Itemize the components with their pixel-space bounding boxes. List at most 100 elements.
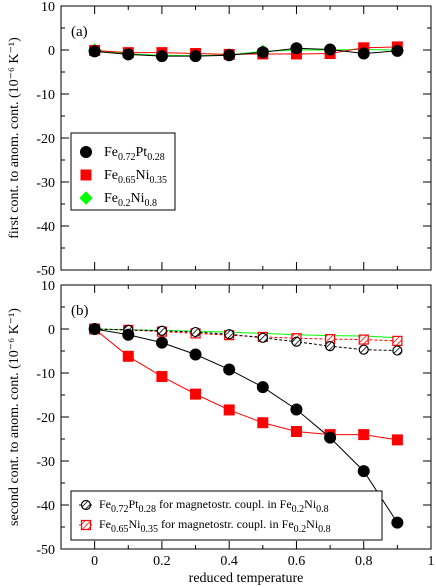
series-line-b-4 (94, 328, 398, 342)
legend-text-part: 0.35 (141, 524, 159, 535)
legend-text-part: for magnetostr. coupl. in Fe (156, 497, 292, 511)
data-point-b-3 (257, 332, 268, 343)
legend-text-part: Ni (131, 191, 145, 206)
legend-b: Fe0.72Pt0.28 for magnetostr. coupl. in F… (70, 490, 383, 541)
data-point-b-0 (324, 431, 337, 444)
x-axis-title-b: reduced temperature (189, 571, 304, 586)
legend-text-part: 0.8 (145, 198, 158, 209)
legend-marker-a-0 (80, 146, 92, 158)
legend-label-b-0: Fe0.72Pt0.28 for magnetostr. coupl. in F… (99, 497, 329, 515)
legend-text-part: for magnetostr. coupl. in Fe (158, 517, 294, 531)
data-point-a-0 (189, 50, 202, 63)
data-point-a-0 (290, 42, 303, 55)
data-point-b-0 (290, 403, 303, 416)
legend-text-part: 0.28 (139, 504, 157, 515)
data-point-a-0 (324, 43, 337, 56)
legend-text-part: 0.2 (292, 504, 305, 515)
series-line-b-3 (94, 328, 398, 352)
x-tick-label-b: 0.2 (153, 554, 171, 569)
legend-label-b-1: Fe0.65Ni0.35 for magnetostr. coupl. in F… (99, 517, 331, 535)
legend-label-a-0: Fe0.72Pt0.28 (104, 145, 165, 163)
y-axis-title-b: second cont. to anom. cont. (10⁻⁶ K⁻¹) (7, 308, 22, 526)
data-point-a-0 (88, 45, 101, 58)
legend-label-a-2: Fe0.2Ni0.8 (104, 191, 157, 209)
legend-text-part: 0.8 (318, 524, 331, 535)
legend-text-part: 0.65 (118, 175, 136, 186)
legend-marker-a-1 (80, 169, 92, 181)
data-point-b-0 (122, 328, 135, 341)
legend-text-part: 0.2 (118, 198, 131, 209)
y-tick-label-a: -20 (36, 132, 55, 147)
legend-text-part: Fe (99, 517, 111, 531)
data-point-b-3 (291, 336, 302, 347)
axes-b: 10 0 -10 -20 -30 -40 -50 0 0.2 0.4 0.6 0.8 1 (36, 279, 434, 569)
y-tick-label-b: -40 (36, 499, 55, 514)
data-point-b-4 (358, 334, 369, 345)
x-tick-label-b: 0 (91, 554, 98, 569)
data-point-b-4 (392, 335, 403, 346)
data-point-b-0 (256, 381, 269, 394)
legend-text-part: Fe (104, 145, 118, 160)
legend-text-part: Pt (136, 145, 148, 160)
data-point-b-3 (392, 345, 403, 356)
x-tick-label-b: 0.4 (220, 554, 238, 569)
panel-label-b: (b) (71, 303, 89, 319)
data-point-b-1 (257, 417, 269, 429)
data-point-a-0 (256, 46, 269, 59)
x-tick-label-b: 0.8 (355, 554, 373, 569)
data-point-b-3 (324, 341, 336, 352)
data-point-b-1 (391, 434, 403, 446)
series-b (88, 323, 404, 529)
legend-text-part: 0.8 (316, 504, 329, 515)
y-tick-label-a: 10 (41, 0, 55, 15)
y-tick-label-b: -20 (36, 411, 55, 426)
panel-b: 10 0 -10 -20 -30 -40 -50 0 0.2 0.4 0.6 0.8 1 (b) sec… (7, 279, 435, 586)
legend-text-part: 0.65 (111, 524, 129, 535)
panel-label-a: (a) (71, 24, 88, 40)
legend-text-part: 0.72 (111, 504, 129, 515)
y-tick-label-b: -10 (36, 367, 55, 382)
legend-text-part: Pt (129, 497, 140, 511)
data-point-b-0 (391, 516, 404, 529)
data-point-b-3 (190, 326, 201, 338)
y-tick-label-b: -30 (36, 455, 55, 470)
y-tick-label-b: 10 (41, 279, 55, 294)
x-tick-label-b: 0.6 (288, 554, 306, 569)
series-line-b-1 (94, 328, 398, 441)
y-tick-label-a: -40 (36, 220, 55, 235)
y-tick-label-b: 0 (48, 323, 55, 338)
legend-text-part: 0.2 (294, 524, 307, 535)
legend-text-part: 0.28 (147, 152, 165, 163)
data-point-a-0 (122, 48, 135, 61)
y-axis-title-a: first cont. to anom. cont. (10⁻⁶ K⁻¹) (7, 37, 22, 239)
data-point-b-0 (357, 465, 370, 478)
data-point-a-0 (357, 47, 370, 60)
y-tick-label-b: -50 (36, 543, 55, 558)
legend-label-a-1: Fe0.65Ni0.35 (104, 168, 167, 186)
data-point-b-1 (156, 371, 168, 383)
data-point-b-3 (358, 344, 369, 355)
legend-text-part: Ni (129, 517, 142, 531)
series-line-a-2 (94, 49, 398, 57)
y-tick-label-a: -50 (36, 264, 55, 279)
data-point-b-3 (156, 325, 168, 336)
y-tick-label-a: -30 (36, 176, 55, 191)
data-point-b-1 (290, 426, 302, 438)
data-point-b-0 (155, 336, 168, 349)
x-tick-label-b: 1 (428, 554, 435, 569)
panel-a: 10 0 -10 -20 -30 -40 -50 (a) first cont. to an… (7, 0, 432, 279)
legend-text-part: Ni (136, 168, 150, 183)
legend-box-b (70, 490, 383, 541)
data-point-b-1 (122, 350, 134, 362)
data-point-b-0 (88, 323, 101, 335)
y-tick-label-a: -10 (36, 88, 55, 103)
data-point-b-3 (224, 329, 235, 340)
legend-text-part: Fe (104, 191, 118, 206)
data-point-a-0 (391, 44, 404, 57)
series-line-b-0 (94, 328, 398, 523)
legend-text-part: 0.35 (150, 175, 168, 186)
legend-marker-b-1 (80, 519, 92, 531)
data-point-b-0 (223, 363, 236, 376)
